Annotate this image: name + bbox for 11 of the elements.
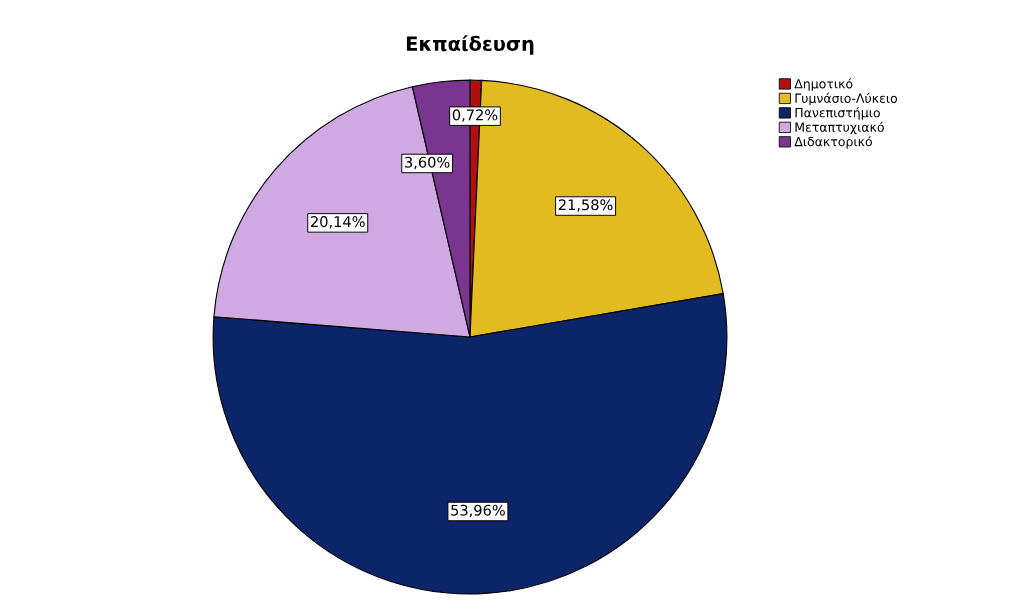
legend-label: Γυμνάσιο-Λύκειο (795, 92, 898, 106)
data-label: 3,60% (405, 156, 450, 170)
data-label: 20,14% (311, 216, 365, 229)
data-label: 0,72% (452, 109, 498, 122)
legend-label: Δημοτικό (794, 78, 853, 91)
legend-label: Διδακτορικό (794, 136, 872, 149)
legend-label: Μεταπτυχιακό (795, 121, 884, 135)
data-label: 21,58% (558, 199, 613, 212)
chart-title: Εκπαίδευση (406, 35, 534, 55)
data-label: 53,96% (451, 504, 505, 518)
legend-label: Πανεπιστήμιο (795, 107, 880, 120)
